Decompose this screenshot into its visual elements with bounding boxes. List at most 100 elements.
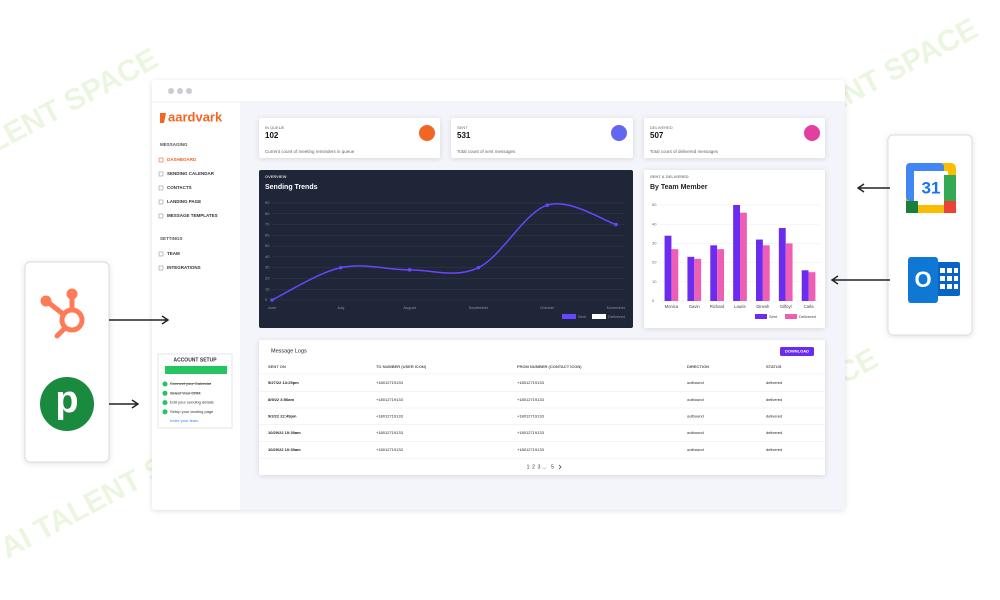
nav-item: LANDING PAGE xyxy=(167,199,201,204)
table-cell: +18012719133 xyxy=(517,380,545,385)
legend-label: Delivered xyxy=(799,314,816,319)
setup-step: Setup your landing page xyxy=(170,409,214,414)
nav-item: SENDING CALENDAR xyxy=(167,171,215,176)
bar xyxy=(785,243,793,301)
table-cell: +18012719133 xyxy=(517,397,545,402)
hubspot-icon xyxy=(40,288,85,339)
setup-title: ACCOUNT SETUP xyxy=(173,357,217,363)
legend-swatch xyxy=(785,314,797,319)
y-tick-label: 20 xyxy=(652,260,657,265)
bar xyxy=(717,249,724,301)
stat-card xyxy=(451,118,633,158)
stat-icon xyxy=(804,125,820,141)
button-label: DOWNLOAD xyxy=(785,349,809,354)
legend-swatch xyxy=(562,314,576,319)
table-cell: 8/9/22 3:56am xyxy=(268,397,294,402)
bar xyxy=(687,256,695,301)
arrows xyxy=(109,183,890,409)
pipedrive-icon xyxy=(40,377,94,431)
bar xyxy=(808,272,816,301)
y-tick-label: 30 xyxy=(265,265,270,270)
x-tick-label: September xyxy=(469,305,489,310)
bar xyxy=(671,249,679,301)
legend-label: Sent xyxy=(769,314,778,319)
x-tick-label: August xyxy=(403,305,416,310)
table-cell: +18012719133 xyxy=(517,430,545,435)
check-icon xyxy=(162,381,168,387)
nav-icon xyxy=(158,185,164,191)
y-tick-label: 20 xyxy=(265,276,270,281)
table-cell: 10/29/22 10:30am xyxy=(268,430,301,435)
table-cell: delivered xyxy=(766,447,782,452)
trend-line xyxy=(271,203,617,301)
logo-text: aardvark xyxy=(168,109,223,124)
x-tick-label: Richard xyxy=(710,304,725,309)
check-icon xyxy=(162,390,168,396)
table-cell: delivered xyxy=(766,413,782,418)
stat-card xyxy=(259,118,440,158)
legend-label: Delivered xyxy=(608,314,625,319)
page-link[interactable]: 3 xyxy=(538,464,541,470)
x-tick-label: Laurie xyxy=(734,304,746,309)
window-dot xyxy=(186,88,192,94)
content: aardvark MESSAGING DASHBOARD SENDING CALEND… xyxy=(55,109,940,470)
y-tick-label: 50 xyxy=(265,243,270,248)
nav-icon xyxy=(158,251,164,257)
table-cell: outbound xyxy=(687,413,704,418)
page-link[interactable]: 2 xyxy=(532,464,535,470)
nav-item: TEAM xyxy=(167,251,180,256)
stat-value: 531 xyxy=(457,131,471,140)
y-tick-label: 40 xyxy=(652,221,657,226)
page-link[interactable]: 1 xyxy=(527,464,530,470)
bar xyxy=(778,228,786,301)
legend-swatch xyxy=(755,314,767,319)
outlook-icon xyxy=(908,257,960,303)
trend-point xyxy=(270,298,274,302)
trend-point xyxy=(476,265,481,270)
x-tick-label: Dinesh xyxy=(756,304,770,309)
stat-label: IN QUEUE xyxy=(265,125,285,130)
page-link[interactable]: ... xyxy=(542,464,546,470)
x-tick-label: Carla xyxy=(804,304,815,309)
setup-step: Connect your Calendar xyxy=(170,381,212,386)
calendar-number: 31 xyxy=(922,178,941,197)
table-cell: +18012719133 xyxy=(517,413,545,418)
chart-label: OVERVIEW xyxy=(265,174,287,179)
x-tick-label: November xyxy=(607,305,626,310)
chart-title: Sending Trends xyxy=(265,184,318,191)
stat-value: 507 xyxy=(650,131,664,140)
chart-title: By Team Member xyxy=(650,184,708,191)
y-tick-label: 70 xyxy=(265,222,270,227)
stat-icon xyxy=(611,125,627,141)
nav-item: CONTACTS xyxy=(167,185,192,190)
download-button[interactable] xyxy=(780,347,814,356)
bar xyxy=(756,239,763,301)
y-tick-label: 0 xyxy=(265,297,268,302)
trend-point xyxy=(407,268,412,272)
trend-card xyxy=(259,170,633,328)
pipedrive-letter: p xyxy=(55,379,78,421)
table-cell: delivered xyxy=(766,380,782,385)
table-cell: delivered xyxy=(766,430,782,435)
page-next xyxy=(558,464,562,470)
nav-item: DASHBOARD xyxy=(167,157,197,162)
setup-step: Edit your sending details xyxy=(170,400,214,405)
stat-label: SENT xyxy=(457,125,468,130)
nav-item: INTEGRATIONS xyxy=(167,265,201,270)
nav-icon xyxy=(158,265,164,271)
check-icon xyxy=(162,409,168,415)
y-tick-label: 0 xyxy=(652,298,655,303)
bar xyxy=(664,235,672,301)
google-calendar-icon xyxy=(906,163,956,213)
nav-icon xyxy=(158,171,164,177)
section-title: SETTINGS xyxy=(160,236,183,241)
window-dot xyxy=(168,88,174,94)
bar xyxy=(733,205,740,301)
y-tick-label: 40 xyxy=(265,254,270,259)
bar xyxy=(694,258,702,301)
check-icon xyxy=(162,400,168,406)
page-link[interactable]: 5 xyxy=(551,464,554,470)
nav-icon xyxy=(158,199,164,205)
trend-point xyxy=(339,265,343,270)
stat-description: Total count of sent messages xyxy=(457,149,516,154)
